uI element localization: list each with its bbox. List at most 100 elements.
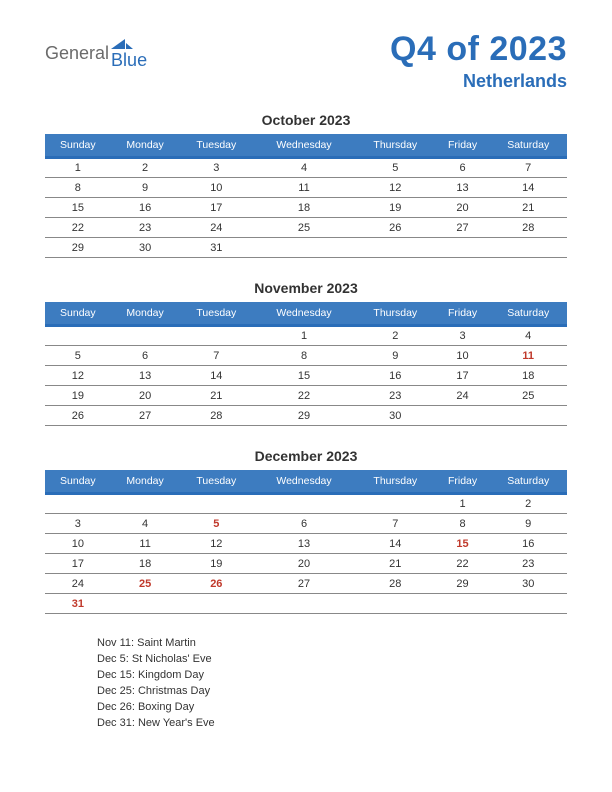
day-header: Sunday <box>45 470 111 494</box>
holiday-item: Nov 11: Saint Martin <box>97 636 567 652</box>
calendar-cell: 27 <box>436 218 490 238</box>
calendar-cell: 29 <box>253 406 355 426</box>
calendar-cell: 28 <box>355 574 436 594</box>
day-header: Friday <box>436 134 490 158</box>
calendar-cell: 7 <box>180 346 254 366</box>
calendar-cell: 14 <box>180 366 254 386</box>
calendar-cell: 25 <box>489 386 567 406</box>
holiday-item: Dec 15: Kingdom Day <box>97 668 567 684</box>
calendar-cell: 6 <box>111 346 180 366</box>
calendar-cell: 4 <box>111 514 180 534</box>
calendar-cell: 21 <box>355 554 436 574</box>
title-block: Q4 of 2023 Netherlands <box>390 30 567 92</box>
calendar-table: SundayMondayTuesdayWednesdayThursdayFrid… <box>45 470 567 614</box>
day-header: Sunday <box>45 302 111 326</box>
logo: General Blue <box>45 30 147 69</box>
calendar-cell: 10 <box>180 178 254 198</box>
calendar-cell: 3 <box>436 326 490 346</box>
calendar-cell: 2 <box>355 326 436 346</box>
calendar-cell: 29 <box>436 574 490 594</box>
calendar-cell: 10 <box>45 534 111 554</box>
day-header: Friday <box>436 470 490 494</box>
calendar-cell: 21 <box>180 386 254 406</box>
holiday-item: Dec 31: New Year's Eve <box>97 716 567 732</box>
day-header: Wednesday <box>253 302 355 326</box>
calendar-cell <box>45 494 111 514</box>
day-header: Monday <box>111 470 180 494</box>
day-header: Saturday <box>489 302 567 326</box>
calendar-cell: 14 <box>489 178 567 198</box>
calendar-cell: 1 <box>45 158 111 178</box>
calendar-cell <box>253 494 355 514</box>
calendar-cell: 26 <box>180 574 254 594</box>
calendar-cell: 18 <box>111 554 180 574</box>
calendar-cell <box>355 494 436 514</box>
calendar-cell: 24 <box>45 574 111 594</box>
calendar-cell: 22 <box>253 386 355 406</box>
calendar-month: November 2023 SundayMondayTuesdayWednesda… <box>45 280 567 426</box>
calendar-cell: 30 <box>355 406 436 426</box>
month-title: November 2023 <box>45 280 567 296</box>
calendar-cell: 1 <box>436 494 490 514</box>
calendar-cell: 11 <box>489 346 567 366</box>
calendar-cell: 31 <box>180 238 254 258</box>
calendar-month: December 2023 SundayMondayTuesdayWednesda… <box>45 448 567 614</box>
calendar-cell: 25 <box>253 218 355 238</box>
calendar-cell: 2 <box>489 494 567 514</box>
logo-blue-wrap: Blue <box>111 38 147 69</box>
calendar-cell <box>45 326 111 346</box>
day-header: Friday <box>436 302 490 326</box>
calendar-cell: 30 <box>489 574 567 594</box>
calendar-cell: 16 <box>355 366 436 386</box>
calendar-cell: 11 <box>253 178 355 198</box>
calendar-cell: 6 <box>436 158 490 178</box>
month-title: October 2023 <box>45 112 567 128</box>
calendar-cell: 22 <box>436 554 490 574</box>
page-title: Q4 of 2023 <box>390 30 567 69</box>
calendar-cell: 26 <box>355 218 436 238</box>
calendar-cell: 7 <box>489 158 567 178</box>
calendar-cell: 18 <box>253 198 355 218</box>
calendar-cell <box>180 594 254 614</box>
calendar-cell <box>355 238 436 258</box>
calendar-cell <box>253 238 355 258</box>
country-name: Netherlands <box>390 71 567 92</box>
logo-text-general: General <box>45 43 109 64</box>
calendar-cell: 17 <box>436 366 490 386</box>
holiday-item: Dec 25: Christmas Day <box>97 684 567 700</box>
calendar-cell: 3 <box>45 514 111 534</box>
calendar-cell: 20 <box>111 386 180 406</box>
calendar-cell: 10 <box>436 346 490 366</box>
calendar-cell: 16 <box>489 534 567 554</box>
calendar-cell: 21 <box>489 198 567 218</box>
calendar-table: SundayMondayTuesdayWednesdayThursdayFrid… <box>45 302 567 426</box>
calendar-cell: 12 <box>180 534 254 554</box>
day-header: Monday <box>111 302 180 326</box>
calendar-cell: 7 <box>355 514 436 534</box>
day-header: Monday <box>111 134 180 158</box>
calendar-cell: 5 <box>180 514 254 534</box>
calendar-cell: 6 <box>253 514 355 534</box>
calendar-cell: 4 <box>253 158 355 178</box>
calendars-container: October 2023 SundayMondayTuesdayWednesday… <box>45 112 567 614</box>
calendar-cell <box>111 326 180 346</box>
day-header: Saturday <box>489 470 567 494</box>
calendar-cell <box>180 326 254 346</box>
calendar-cell <box>489 594 567 614</box>
calendar-cell: 26 <box>45 406 111 426</box>
day-header: Thursday <box>355 302 436 326</box>
calendar-cell: 28 <box>180 406 254 426</box>
day-header: Wednesday <box>253 134 355 158</box>
calendar-cell: 17 <box>45 554 111 574</box>
calendar-cell: 31 <box>45 594 111 614</box>
calendar-table: SundayMondayTuesdayWednesdayThursdayFrid… <box>45 134 567 258</box>
calendar-cell <box>489 238 567 258</box>
calendar-cell: 19 <box>45 386 111 406</box>
month-title: December 2023 <box>45 448 567 464</box>
calendar-cell: 14 <box>355 534 436 554</box>
calendar-cell: 15 <box>253 366 355 386</box>
calendar-cell <box>111 594 180 614</box>
calendar-cell <box>111 494 180 514</box>
calendar-cell: 27 <box>111 406 180 426</box>
calendar-cell: 3 <box>180 158 254 178</box>
